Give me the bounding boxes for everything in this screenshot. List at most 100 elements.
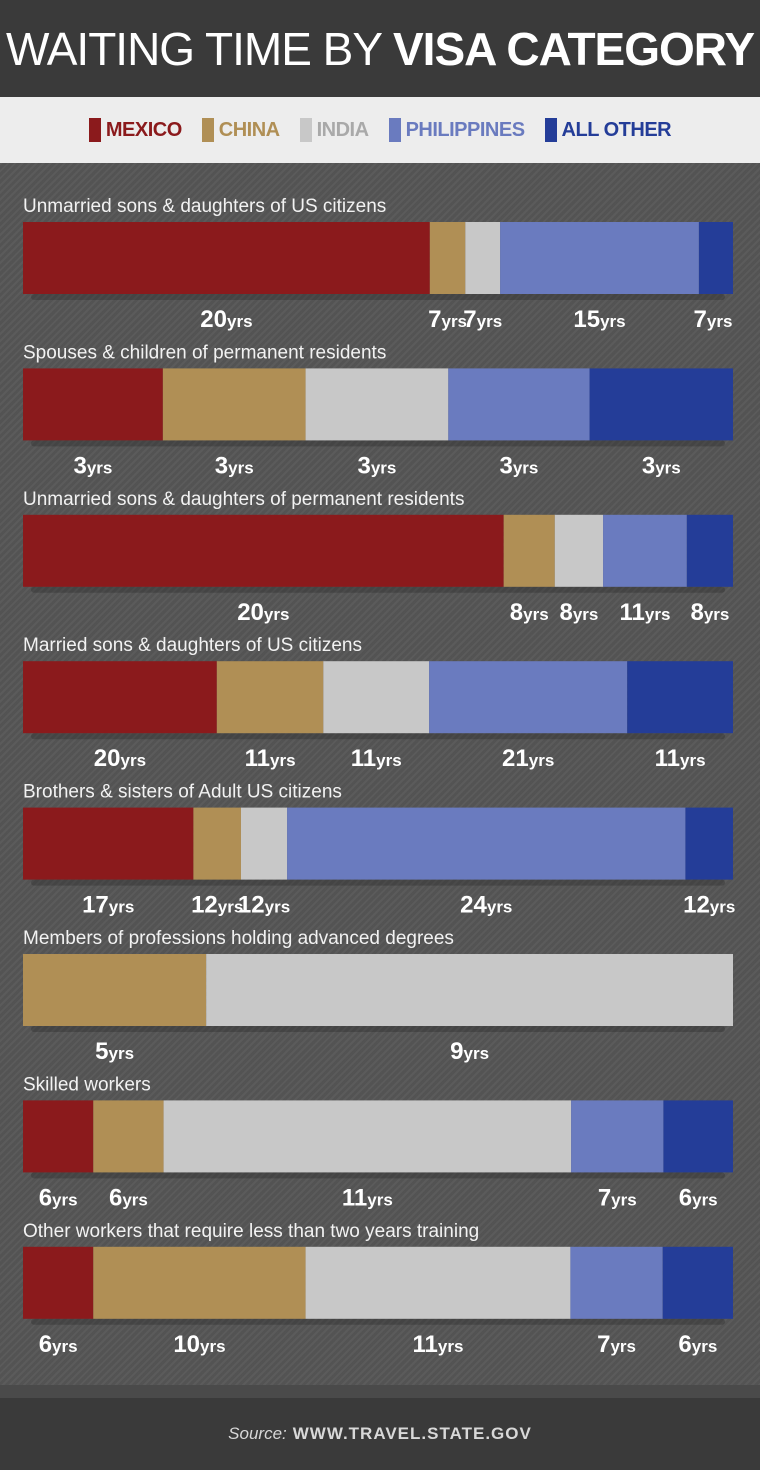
footer: Source: WWW.TRAVEL.STATE.GOV	[0, 1398, 760, 1470]
bar-segment-all-other	[686, 514, 733, 587]
value-label: 3yrs	[215, 452, 254, 479]
bar-shadow	[31, 1318, 725, 1325]
bar-segment-india	[305, 368, 449, 441]
category-label-brothers-sisters-of-adult-us-citizens: Brothers & sisters of Adult US citizens	[23, 782, 342, 803]
value-label: 6yrs	[109, 1184, 148, 1211]
bar-segment-all-other	[627, 661, 733, 734]
value-label: 20yrs	[200, 306, 252, 333]
bar-shadow	[31, 733, 725, 740]
value-label: 24yrs	[460, 892, 512, 919]
bar-segment-india	[554, 514, 604, 587]
legend-item-india: INDIA	[299, 118, 369, 142]
bar-segment-mexico	[23, 661, 217, 734]
bar-segment-mexico	[23, 1246, 94, 1319]
bar-segment-mexico	[23, 222, 430, 294]
value-label: 6yrs	[679, 1184, 718, 1211]
bar-segment-philippines	[287, 807, 686, 880]
header: WAITING TIME BY VISA CATEGORY	[0, 0, 760, 97]
bar-segment-philippines	[429, 661, 628, 734]
bar-shadow	[31, 586, 725, 593]
bar-segment-philippines	[603, 514, 687, 587]
value-label: 7yrs	[694, 306, 733, 333]
bar-segment-india	[206, 954, 733, 1026]
value-label: 11yrs	[245, 745, 296, 772]
value-label: 3yrs	[73, 452, 112, 479]
value-label: 6yrs	[678, 1331, 717, 1358]
legend-item-mexico: MEXICO	[88, 118, 182, 142]
value-label: 5yrs	[95, 1038, 134, 1065]
bar-segment-mexico	[23, 807, 194, 880]
bar-shadow	[31, 440, 725, 447]
value-label: 6yrs	[39, 1184, 78, 1211]
legend-item-china: CHINA	[201, 118, 280, 142]
bar-segment-china	[23, 954, 207, 1026]
legend-item-all-other: ALL OTHER	[544, 118, 672, 142]
bar-segment-philippines	[571, 1100, 664, 1173]
legend-item-philippines: PHILIPPINES	[388, 118, 525, 142]
stacked-bar-chart: Unmarried sons & daughters of US citizen…	[23, 196, 735, 1358]
bar-segment-india	[465, 222, 501, 294]
bar-shadow	[31, 1172, 725, 1179]
bar-segment-china	[93, 1100, 164, 1173]
value-label: 11yrs	[342, 1184, 393, 1211]
value-label: 3yrs	[642, 452, 681, 479]
value-label: 8yrs	[559, 599, 598, 626]
value-label: 12yrs	[191, 892, 243, 919]
title-light: WAITING TIME BY	[6, 22, 393, 75]
value-label: 11yrs	[351, 745, 402, 772]
value-label: 8yrs	[510, 599, 549, 626]
value-label: 8yrs	[690, 599, 729, 626]
bar-segment-mexico	[23, 1100, 94, 1173]
chart-title: WAITING TIME BY VISA CATEGORY	[6, 22, 755, 75]
value-label: 6yrs	[39, 1331, 78, 1358]
value-label: 20yrs	[94, 745, 146, 772]
bar-shadow	[31, 294, 725, 300]
bar-segment-china	[429, 222, 466, 294]
bar-segment-india	[323, 661, 430, 734]
source-label: Source:	[228, 1424, 287, 1443]
bar-segment-all-other	[662, 1246, 733, 1319]
value-label: 3yrs	[499, 452, 538, 479]
plot-background	[0, 163, 760, 1385]
bar-segment-mexico	[23, 514, 504, 587]
category-label-unmarried-sons-daughters-of-us-citizens: Unmarried sons & daughters of US citizen…	[23, 196, 386, 217]
value-label: 7yrs	[428, 306, 467, 333]
bar-segment-china	[93, 1246, 306, 1319]
value-label: 3yrs	[357, 452, 396, 479]
value-label: 17yrs	[82, 892, 134, 919]
bar-segment-india	[163, 1100, 572, 1173]
category-label-unmarried-sons-daughters-of-permanent-residents: Unmarried sons & daughters of permanent …	[23, 489, 464, 510]
legend-swatch	[544, 118, 557, 142]
value-label: 20yrs	[237, 599, 289, 626]
legend-label: INDIA	[316, 118, 369, 141]
legend: MEXICO CHINA INDIA PHILIPPINES ALL OTHER	[0, 97, 760, 163]
value-label: 12yrs	[238, 892, 290, 919]
category-label-spouses-children-of-permanent-residents: Spouses & children of permanent resident…	[23, 342, 386, 363]
legend-swatch	[88, 118, 101, 142]
value-label: 7yrs	[463, 306, 502, 333]
legend-label: MEXICO	[105, 118, 182, 141]
bar-segment-india	[305, 1246, 571, 1319]
value-label: 10yrs	[173, 1331, 225, 1358]
value-label: 11yrs	[655, 745, 706, 772]
bar-segment-philippines	[448, 368, 590, 441]
value-label: 11yrs	[413, 1331, 464, 1358]
bar-segment-mexico	[23, 368, 163, 441]
bar-segment-china	[216, 661, 324, 734]
value-label: 7yrs	[597, 1331, 636, 1358]
title-bold: VISA CATEGORY	[393, 22, 755, 75]
legend-label: PHILIPPINES	[405, 118, 525, 141]
value-label: 11yrs	[620, 599, 671, 626]
legend-label: ALL OTHER	[561, 118, 672, 141]
bar-segment-philippines	[500, 222, 699, 294]
bar-segment-philippines	[570, 1246, 663, 1319]
legend-label: CHINA	[218, 118, 280, 141]
value-label: 12yrs	[683, 892, 735, 919]
legend-swatch	[388, 118, 401, 142]
source-url: WWW.TRAVEL.STATE.GOV	[292, 1424, 532, 1443]
bar-segment-all-other	[698, 222, 733, 294]
bar-shadow	[31, 879, 725, 886]
value-label: 9yrs	[450, 1038, 489, 1065]
bar-segment-china	[503, 514, 555, 587]
category-label-married-sons-daughters-of-us-citizens: Married sons & daughters of US citizens	[23, 635, 362, 656]
